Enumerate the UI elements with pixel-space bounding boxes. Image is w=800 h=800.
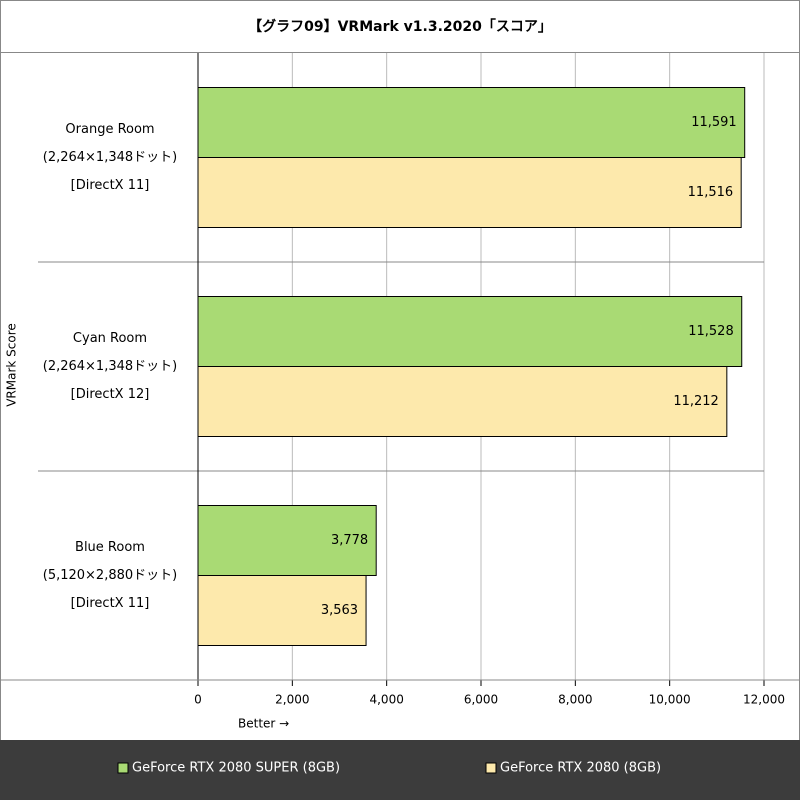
legend-label: GeForce RTX 2080 (8GB) [500, 761, 661, 776]
value-label: 3,778 [331, 533, 368, 548]
chart-title: 【グラフ09】VRMark v1.3.2020「スコア」 [248, 18, 552, 35]
x-axis-label: Better → [238, 717, 289, 731]
x-tick-label: 12,000 [743, 693, 785, 707]
bar [197, 505, 377, 576]
y-axis-label: VRMark Score [5, 323, 19, 407]
legend-swatch [485, 762, 497, 774]
x-tick-label: 0 [194, 693, 202, 707]
bar [197, 157, 742, 228]
category-label: [DirectX 11] [71, 596, 150, 611]
bar [197, 366, 728, 437]
category-label: Orange Room [65, 122, 154, 137]
x-tick-label: 6,000 [464, 693, 498, 707]
value-label: 11,516 [688, 185, 734, 200]
category-label: [DirectX 12] [71, 387, 150, 402]
value-label: 3,563 [321, 603, 358, 618]
category-label: Cyan Room [73, 331, 147, 346]
category-label: (2,264×1,348ドット) [43, 359, 177, 374]
category-label: (5,120×2,880ドット) [43, 568, 177, 583]
legend-background [0, 740, 800, 800]
category-label: [DirectX 11] [71, 178, 150, 193]
bar [197, 575, 367, 646]
value-label: 11,528 [688, 324, 734, 339]
x-tick-label: 8,000 [558, 693, 592, 707]
value-label: 11,591 [691, 115, 737, 130]
bar [197, 296, 743, 367]
legend-label: GeForce RTX 2080 SUPER (8GB) [132, 761, 340, 776]
x-tick-label: 4,000 [369, 693, 403, 707]
category-label: (2,264×1,348ドット) [43, 150, 177, 165]
value-label: 11,212 [673, 394, 719, 409]
bar [197, 87, 746, 158]
x-tick-label: 10,000 [649, 693, 691, 707]
category-label: Blue Room [75, 540, 145, 555]
legend-swatch [117, 762, 129, 774]
x-tick-label: 2,000 [275, 693, 309, 707]
